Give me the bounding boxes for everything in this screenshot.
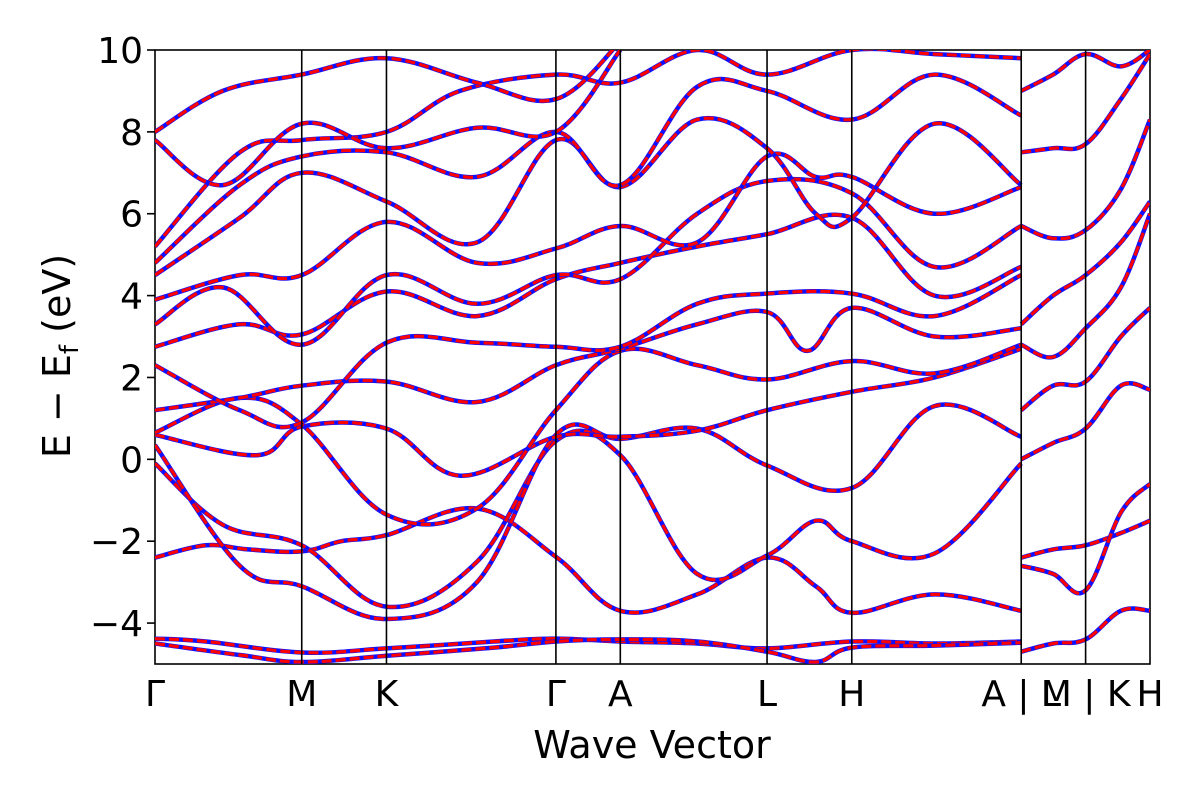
y-tick-label: 4 (120, 277, 143, 318)
y-tick-label: −4 (90, 604, 143, 645)
y-tick-label: 0 (120, 440, 143, 481)
band-line (155, 347, 1022, 478)
x-tick-label: H (1136, 674, 1163, 715)
x-tick-label: A (608, 674, 633, 715)
kpath-layer (300, 50, 1087, 664)
x-tick-label: M (286, 674, 317, 715)
x-tick-label: Γ (546, 674, 566, 715)
x-axis-label: Wave Vector (533, 723, 771, 767)
band-line (155, 50, 1022, 248)
band-line (155, 273, 1022, 429)
x-tick-label: A | L (981, 674, 1061, 715)
band-line (155, 403, 1022, 621)
band-line (155, 506, 1022, 615)
band-line (1020, 200, 1150, 326)
y-tick-label: −2 (90, 522, 143, 563)
x-tick-label: M | K (1041, 674, 1132, 715)
y-tick-label: 2 (120, 358, 143, 399)
y-tick-label: 8 (120, 113, 143, 154)
x-tick-label: L (757, 674, 777, 715)
y-axis-label-subscript: f (55, 344, 85, 354)
x-tick-label: H (838, 674, 865, 715)
band-line (155, 177, 1022, 347)
x-tick-label: Γ (145, 674, 165, 715)
y-axis-label: E − Ef (eV) (35, 254, 85, 458)
y-axis-label-main: E − E (35, 354, 79, 458)
y-axis: −4 −2 0 2 4 6 8 10 (90, 31, 155, 645)
x-tick-label: K (375, 674, 400, 715)
svg-text:E − Ef (eV): E − Ef (eV) (35, 254, 85, 458)
band-line (155, 213, 1022, 349)
y-tick-label: 6 (120, 195, 143, 236)
y-axis-label-unit: (eV) (35, 254, 79, 333)
y-tick-label: 10 (97, 31, 143, 72)
